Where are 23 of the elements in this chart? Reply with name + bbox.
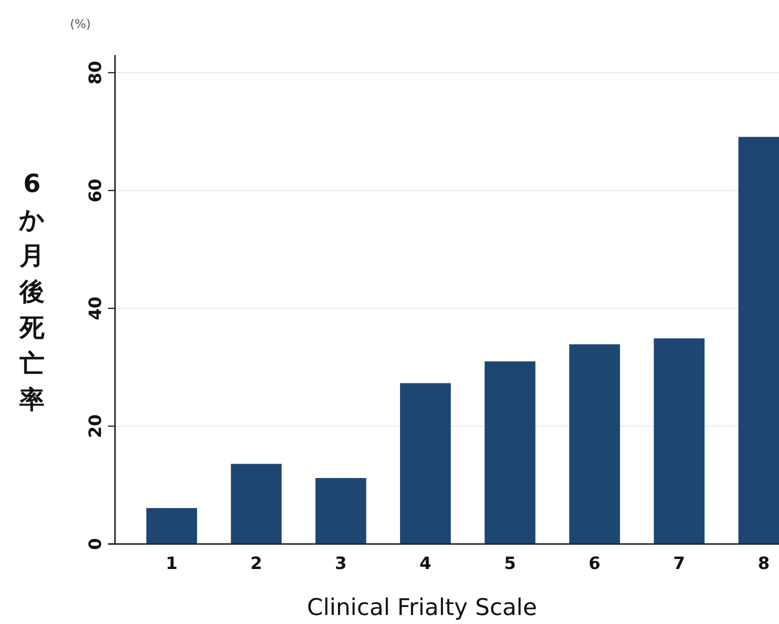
bar xyxy=(315,478,366,544)
bar xyxy=(400,383,451,544)
bar xyxy=(484,361,536,544)
y-tick-label: 40 xyxy=(86,296,106,320)
bar xyxy=(146,508,198,544)
x-tick-label: 3 xyxy=(334,554,347,574)
y-tick-label: 80 xyxy=(86,60,106,85)
x-tick-label: 5 xyxy=(504,554,516,574)
text: (%) xyxy=(70,17,91,31)
y-tick-label: 20 xyxy=(86,414,106,438)
x-tick-label: 4 xyxy=(420,554,432,574)
x-axis-title: Clinical Frialty Scale xyxy=(307,595,537,621)
bar xyxy=(654,338,705,544)
y-tick-label: 0 xyxy=(86,538,106,550)
x-tick-label: 7 xyxy=(673,554,686,574)
bar xyxy=(569,344,620,544)
y-tick-label: 60 xyxy=(86,178,106,202)
x-tick-label: 8 xyxy=(758,554,770,574)
y-axis-title: 6か月後死亡率 xyxy=(18,169,46,414)
x-tick-label: 6 xyxy=(588,554,601,574)
x-tick-label: 2 xyxy=(250,554,262,574)
x-tick-label: 1 xyxy=(166,554,178,574)
bar xyxy=(230,464,282,544)
